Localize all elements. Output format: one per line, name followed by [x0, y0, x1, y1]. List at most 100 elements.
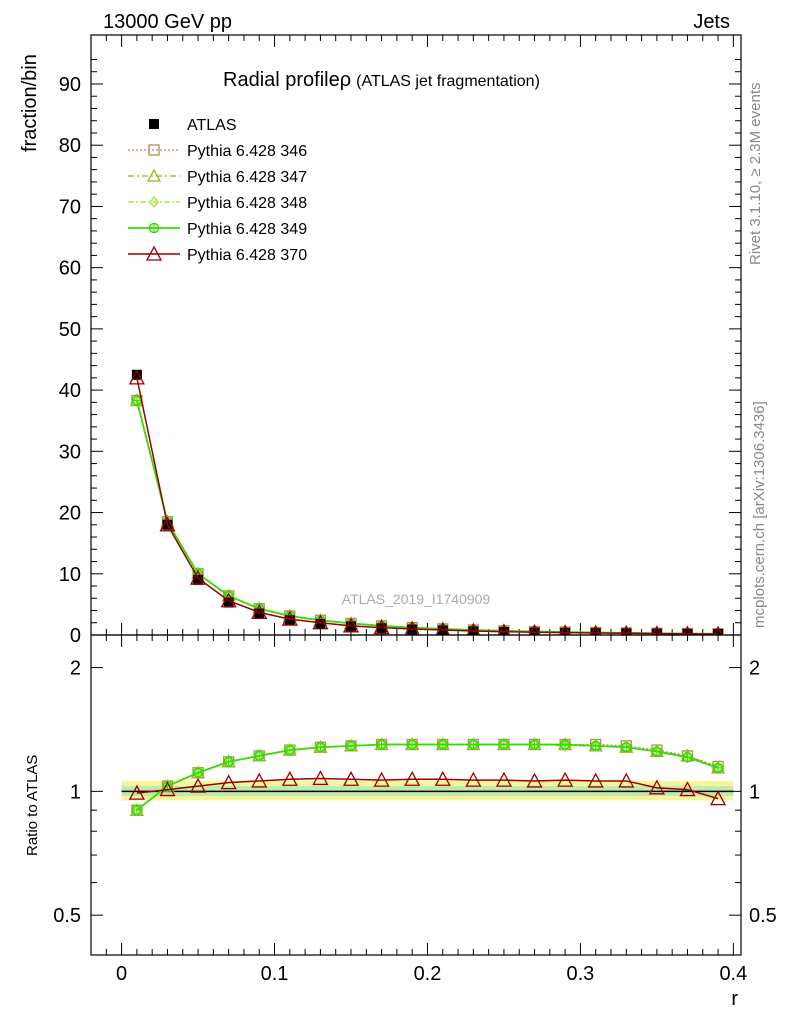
- legend-marker-p347: [146, 168, 162, 182]
- main-y-tick-label: 60: [59, 258, 81, 280]
- main-point-p370: [281, 610, 298, 626]
- x-tick-label: 0.1: [261, 963, 289, 985]
- ratio-point-p370: [648, 779, 665, 795]
- ratio-y-tick-label-right: 0.5: [749, 905, 777, 927]
- main-point-p370: [159, 516, 176, 532]
- main-y-tick-label: 80: [59, 135, 81, 157]
- ratio-bands: [121, 780, 734, 801]
- ratio-point-p370: [189, 777, 207, 793]
- legend-label-p346: Pythia 6.428 346: [187, 143, 307, 160]
- main-point-p370: [497, 623, 511, 635]
- mcplots-label: mcplots.cern.ch [arXiv:1306.3436]: [751, 401, 768, 628]
- ratio-point-p370: [281, 770, 298, 786]
- main-point-p370: [528, 623, 541, 635]
- ratio-y-axis-label: Ratio to ATLAS: [24, 755, 41, 856]
- main-point-p370: [651, 625, 663, 635]
- main-point-atlas: [560, 627, 571, 635]
- main-point-p370: [713, 625, 724, 635]
- main-point-p370: [435, 621, 450, 635]
- chart-title-main: Radial profile: [223, 69, 340, 91]
- main-point-atlas: [529, 627, 540, 635]
- main-point-p370: [466, 622, 481, 635]
- main-y-tick-label: 40: [59, 380, 81, 402]
- main-y-tick-label: 50: [59, 319, 81, 341]
- main-point-atlas: [682, 628, 693, 635]
- main-point-atlas: [284, 615, 295, 626]
- legend-entry-p348: Pythia 6.428 348: [128, 195, 307, 212]
- ratio-series-p346: [131, 738, 724, 816]
- main-point-p370: [559, 624, 571, 635]
- legend-label-p349: Pythia 6.428 349: [187, 221, 307, 238]
- ratio-point-p370: [220, 774, 237, 790]
- main-point-p370: [251, 603, 268, 619]
- ratio-point-p370: [404, 770, 421, 786]
- ratio-y-tick-label-right: 1: [749, 781, 760, 803]
- rivet-label: Rivet 3.1.10, ≥ 2.3M events: [747, 83, 764, 266]
- ratio-point-p370: [128, 784, 145, 800]
- main-point-atlas: [621, 628, 632, 635]
- ratio-series-p349: [131, 739, 724, 816]
- x-axis-label: r: [731, 988, 738, 1010]
- x-tick-label: 0.3: [567, 963, 595, 985]
- legend-entry-p347: Pythia 6.428 347: [128, 168, 307, 186]
- x-tick-label: 0.4: [719, 963, 747, 985]
- ratio-series-p348: [132, 738, 723, 817]
- ratio-point-p370: [342, 770, 360, 786]
- legend-marker-p346: [148, 144, 160, 156]
- legend: ATLAS Pythia 6.428 346 Pythia 6.428 347 Pyt…: [128, 117, 307, 264]
- chart-title-rho: ρ: [340, 69, 351, 91]
- ratio-point-p370: [557, 771, 574, 787]
- main-point-atlas: [713, 628, 724, 635]
- ratio-y-tick-label: 2: [70, 658, 81, 680]
- legend-label-p347: Pythia 6.428 347: [187, 169, 307, 186]
- main-point-atlas: [590, 628, 601, 635]
- x-tick-label: 0: [116, 963, 127, 985]
- main-point-p370: [373, 619, 390, 635]
- ratio-frame-border: [90, 634, 742, 956]
- ratio-y-tick-label-right: 2: [749, 658, 760, 680]
- main-point-p370: [220, 592, 237, 608]
- legend-entry-atlas: ATLAS: [149, 117, 237, 134]
- ratio-point-p370: [312, 770, 329, 786]
- ratio-y-ticks: 2 1 0.5 2 1 0.5: [53, 658, 777, 956]
- main-point-p370: [312, 614, 329, 630]
- ratio-series-p370: [128, 770, 727, 806]
- main-point-atlas: [193, 574, 204, 585]
- ratio-y-tick-label: 0.5: [53, 905, 81, 927]
- analysis-watermark: ATLAS_2019_I1740909: [342, 591, 491, 607]
- ratio-point-p370: [465, 771, 482, 787]
- ratio-y-tick-label: 1: [70, 781, 81, 803]
- legend-label-p348: Pythia 6.428 348: [187, 195, 307, 212]
- ratio-point-p370: [526, 772, 543, 788]
- main-y-tick-label: 20: [59, 503, 81, 525]
- main-y-tick-label: 0: [70, 625, 81, 647]
- main-point-atlas: [254, 608, 265, 619]
- legend-marker-p370: [145, 245, 163, 261]
- main-point-atlas: [315, 618, 326, 629]
- main-point-p370: [342, 617, 360, 633]
- legend-marker-atlas: [149, 119, 159, 129]
- process-label: Jets: [693, 11, 730, 33]
- main-point-p370: [682, 625, 693, 635]
- main-series-p370: [128, 369, 724, 635]
- legend-entry-p370: Pythia 6.428 370: [128, 245, 307, 264]
- ratio-point-p370: [495, 771, 513, 787]
- main-point-p370: [404, 620, 420, 635]
- ratio-point-p370: [159, 781, 176, 797]
- ratio-point-p370: [709, 790, 727, 806]
- x-tick-label: 0.2: [414, 963, 442, 985]
- main-panel: 0 10 20 30 40 50 60 70 80 90: [59, 34, 742, 647]
- chart-title: Radial profileρ (ATLAS jet fragmentation): [223, 69, 540, 91]
- main-point-p370: [128, 369, 145, 385]
- ratio-point-p370: [251, 772, 268, 788]
- ratio-point-p370: [618, 772, 635, 788]
- main-point-atlas: [651, 628, 662, 635]
- chart-title-sub: (ATLAS jet fragmentation): [356, 73, 540, 90]
- legend-entry-p346: Pythia 6.428 346: [128, 143, 307, 160]
- main-point-p370: [189, 569, 207, 585]
- ratio-panel: 0 0.1 0.2 0.3 0.4 2 1 0.5 2 1 0.5: [53, 634, 777, 985]
- main-point-atlas: [131, 369, 142, 380]
- ratio-series-p347: [129, 737, 726, 816]
- ratio-point-p370: [587, 772, 604, 788]
